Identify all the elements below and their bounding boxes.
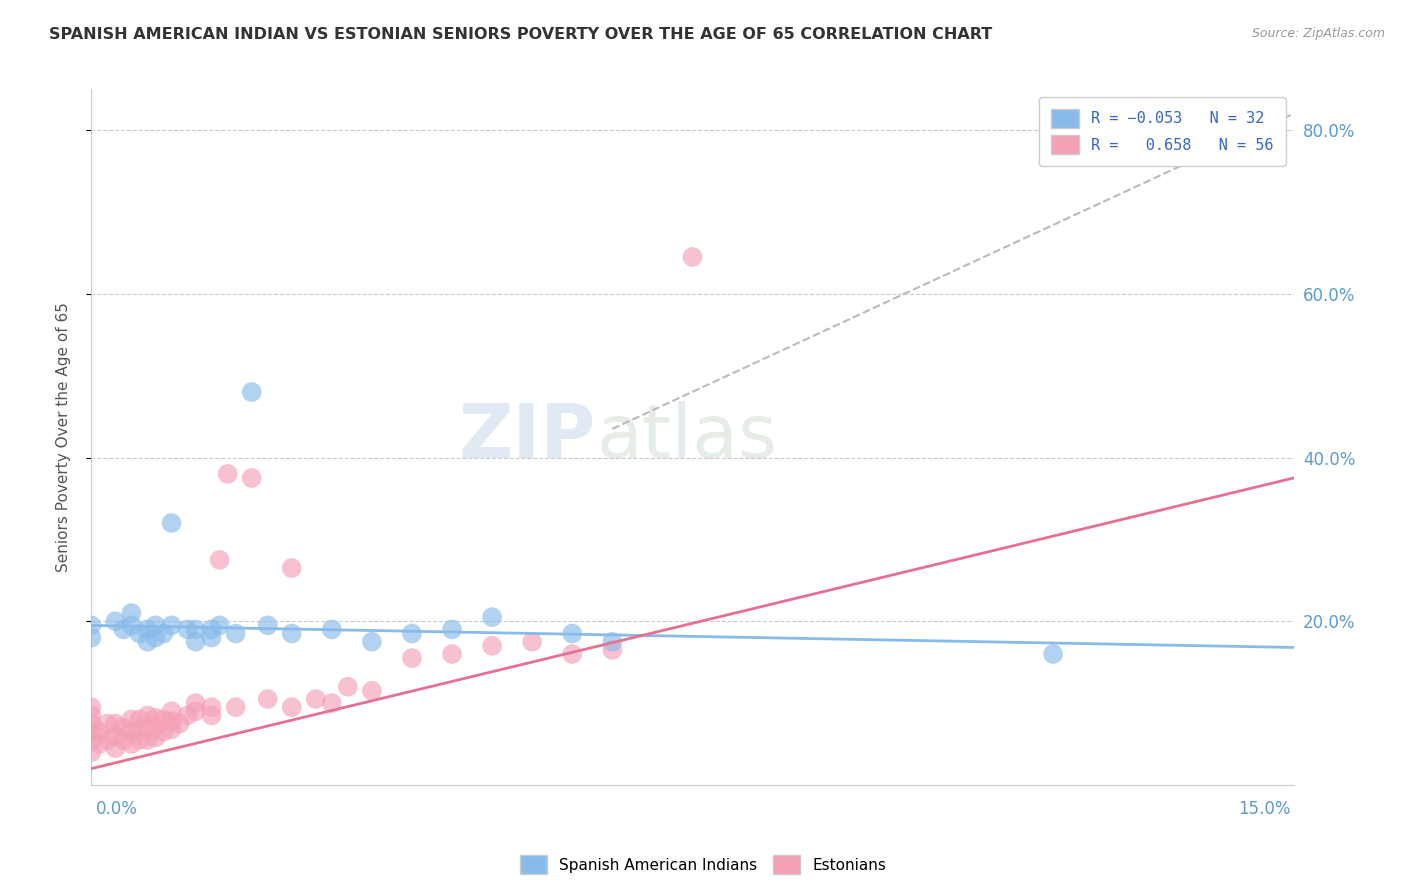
- Point: [256, 692, 278, 706]
- Point: [440, 647, 463, 661]
- Point: [208, 553, 231, 567]
- Point: [281, 626, 304, 640]
- Point: [152, 724, 174, 739]
- Point: [112, 623, 135, 637]
- Point: [104, 741, 127, 756]
- Point: [96, 716, 118, 731]
- Point: [360, 683, 382, 698]
- Point: [160, 618, 183, 632]
- Point: [176, 623, 198, 637]
- Point: [128, 626, 150, 640]
- Point: [602, 634, 624, 648]
- Point: [136, 733, 159, 747]
- Point: [225, 700, 247, 714]
- Point: [145, 631, 167, 645]
- Point: [104, 729, 127, 743]
- Point: [176, 708, 198, 723]
- Point: [201, 708, 224, 723]
- Point: [128, 733, 150, 747]
- Point: [561, 647, 583, 661]
- Point: [121, 713, 143, 727]
- Point: [321, 696, 343, 710]
- Point: [80, 708, 103, 723]
- Point: [145, 711, 167, 725]
- Point: [145, 731, 167, 745]
- Point: [121, 737, 143, 751]
- Point: [561, 626, 583, 640]
- Y-axis label: Seniors Poverty Over the Age of 65: Seniors Poverty Over the Age of 65: [56, 302, 70, 572]
- Text: atlas: atlas: [596, 401, 778, 474]
- Point: [160, 723, 183, 737]
- Point: [145, 618, 167, 632]
- Point: [160, 714, 183, 728]
- Point: [112, 721, 135, 735]
- Point: [201, 700, 224, 714]
- Point: [481, 639, 503, 653]
- Point: [128, 713, 150, 727]
- Text: Source: ZipAtlas.com: Source: ZipAtlas.com: [1251, 27, 1385, 40]
- Point: [152, 713, 174, 727]
- Point: [360, 634, 382, 648]
- Point: [128, 723, 150, 737]
- Point: [80, 618, 103, 632]
- Point: [256, 618, 278, 632]
- Point: [401, 626, 423, 640]
- Point: [89, 724, 111, 739]
- Point: [96, 733, 118, 747]
- Text: SPANISH AMERICAN INDIAN VS ESTONIAN SENIORS POVERTY OVER THE AGE OF 65 CORRELATI: SPANISH AMERICAN INDIAN VS ESTONIAN SENI…: [49, 27, 993, 42]
- Point: [152, 626, 174, 640]
- Point: [160, 516, 183, 530]
- Point: [208, 618, 231, 632]
- Point: [602, 643, 624, 657]
- Point: [112, 733, 135, 747]
- Text: 0.0%: 0.0%: [96, 799, 138, 817]
- Point: [481, 610, 503, 624]
- Point: [184, 623, 207, 637]
- Point: [184, 704, 207, 718]
- Point: [1042, 647, 1064, 661]
- Point: [136, 623, 159, 637]
- Point: [104, 614, 127, 628]
- Point: [136, 721, 159, 735]
- Point: [401, 651, 423, 665]
- Point: [240, 385, 263, 400]
- Point: [522, 634, 544, 648]
- Legend: Spanish American Indians, Estonians: Spanish American Indians, Estonians: [513, 849, 893, 880]
- Text: ZIP: ZIP: [458, 401, 596, 474]
- Point: [240, 471, 263, 485]
- Point: [184, 634, 207, 648]
- Point: [281, 700, 304, 714]
- Legend: R = −0.053   N = 32, R =   0.658   N = 56: R = −0.053 N = 32, R = 0.658 N = 56: [1039, 97, 1286, 166]
- Point: [201, 623, 224, 637]
- Point: [89, 737, 111, 751]
- Point: [80, 745, 103, 759]
- Point: [184, 696, 207, 710]
- Text: 15.0%: 15.0%: [1239, 799, 1291, 817]
- Point: [80, 631, 103, 645]
- Point: [80, 724, 103, 739]
- Point: [169, 716, 191, 731]
- Point: [440, 623, 463, 637]
- Point: [80, 716, 103, 731]
- Point: [136, 708, 159, 723]
- Point: [145, 721, 167, 735]
- Point: [136, 634, 159, 648]
- Point: [681, 250, 703, 264]
- Point: [121, 618, 143, 632]
- Point: [201, 631, 224, 645]
- Point: [225, 626, 247, 640]
- Point: [80, 700, 103, 714]
- Point: [104, 716, 127, 731]
- Point: [121, 606, 143, 620]
- Point: [160, 704, 183, 718]
- Point: [336, 680, 359, 694]
- Point: [217, 467, 239, 481]
- Point: [80, 733, 103, 747]
- Point: [121, 724, 143, 739]
- Point: [281, 561, 304, 575]
- Point: [321, 623, 343, 637]
- Point: [305, 692, 328, 706]
